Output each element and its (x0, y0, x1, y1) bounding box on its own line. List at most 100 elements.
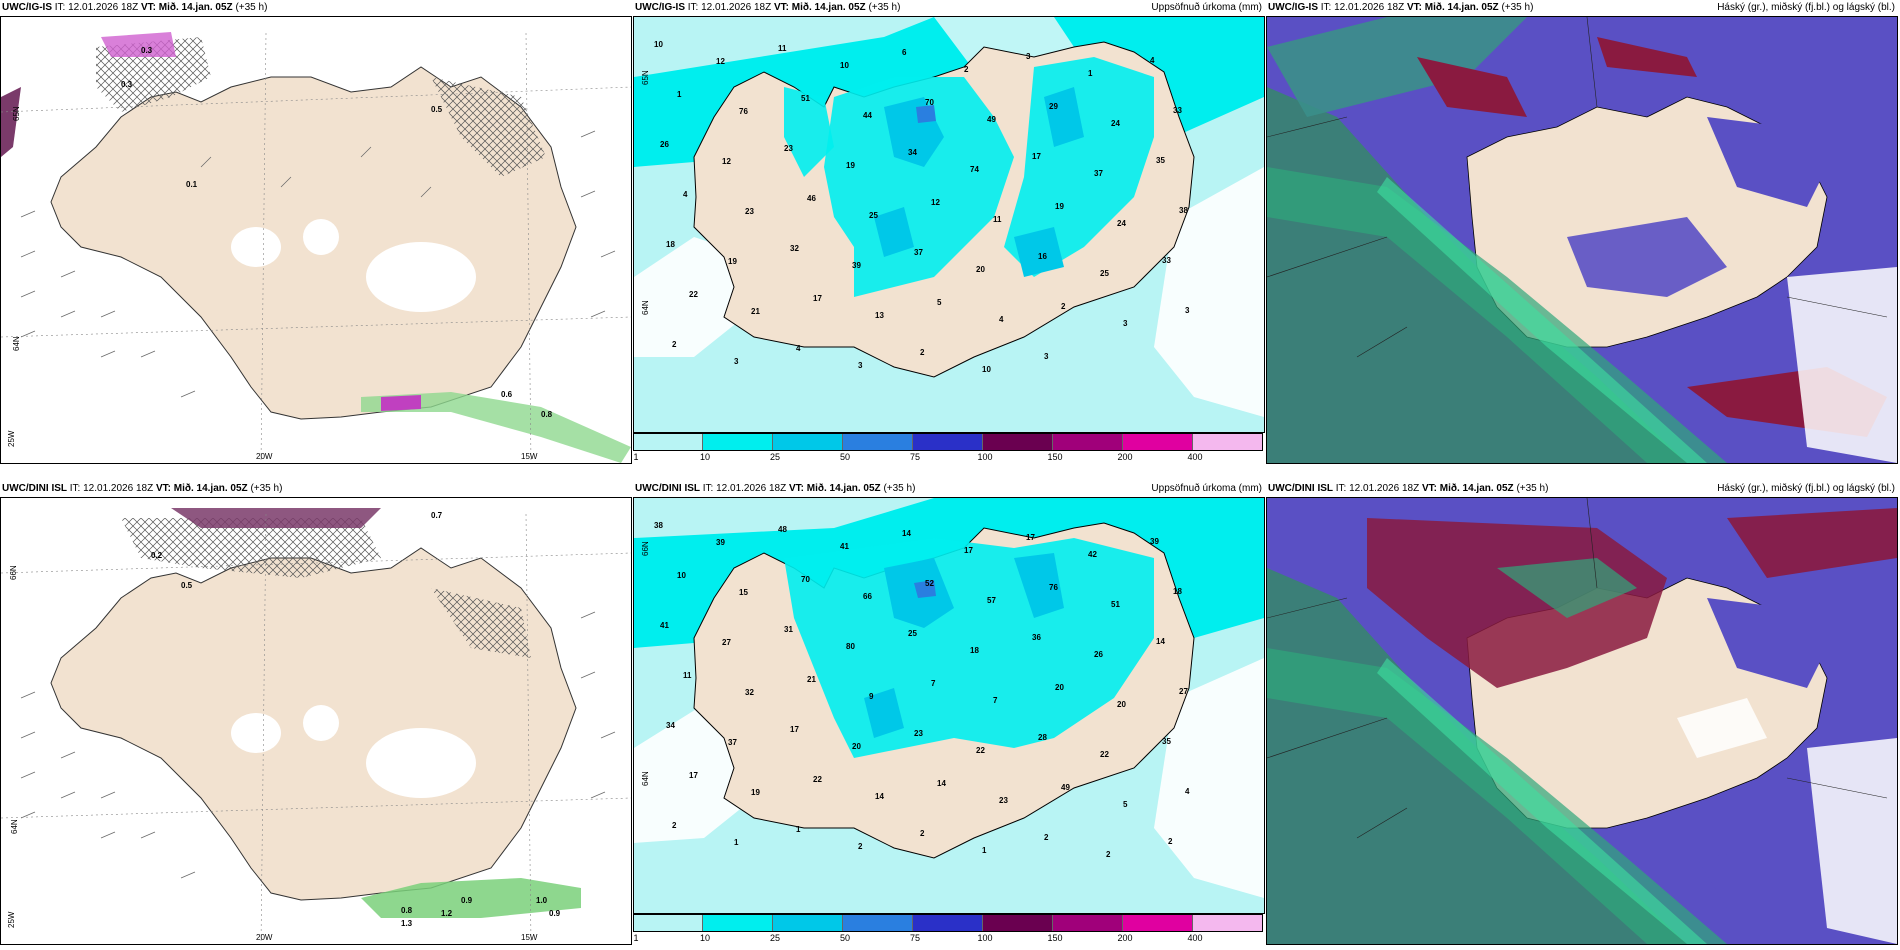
colorbar-seg (1123, 914, 1193, 932)
panel-header: UWC/IG-IS IT: 12.01.2026 18Z VT: Mið. 14… (1266, 0, 1898, 16)
precip-value: 2 (672, 821, 677, 830)
precip-value: 23 (914, 729, 923, 738)
valid-time: Mið. 14.jan. 05Z (791, 2, 866, 13)
colorbar-seg (983, 914, 1053, 932)
init-time: 12.01.2026 18Z (1334, 2, 1405, 13)
boundary-lines (1267, 498, 1888, 839)
wind-map-svg: 66N 64N 25W 20W 15W 0.2 0.7 0.5 0.8 0.9 … (1, 508, 631, 944)
colorbar-seg (913, 433, 983, 451)
precip-value: 14 (875, 792, 884, 801)
map-wind-ig: 65N 64N 25W 20W 15W 0.3 0.3 0.5 0.1 0.6 … (0, 16, 632, 464)
precip-value: 20 (1117, 700, 1126, 709)
wind-map-svg: 65N 64N 25W 20W 15W 0.3 0.3 0.5 0.1 0.6 … (1, 32, 631, 463)
lat-label: 64N (641, 300, 650, 315)
precip-value: 10 (982, 365, 991, 374)
precip-value: 51 (801, 94, 810, 103)
precip-value: 33 (1173, 106, 1182, 115)
precip-value: 46 (807, 194, 816, 203)
precip-value: 21 (751, 307, 760, 316)
init-time: 12.01.2026 18Z (716, 483, 787, 494)
value-label: 0.7 (431, 511, 443, 520)
precip-value: 15 (739, 588, 748, 597)
precip-value: 74 (970, 165, 979, 174)
glacier-white (231, 713, 281, 753)
precip-value: 2 (858, 842, 863, 851)
value-label: 0.6 (501, 390, 513, 399)
precip-value: 17 (790, 725, 799, 734)
it-label: IT: (1320, 2, 1332, 13)
precip-patch (361, 878, 581, 918)
lon-label: 20W (256, 452, 273, 461)
precip-value: 19 (1055, 202, 1064, 211)
lat-label: 64N (10, 819, 19, 834)
colorbar-seg (633, 433, 703, 451)
precip-value: 11 (778, 44, 787, 53)
model-name: UWC/IG-IS (635, 2, 685, 13)
precip-value: 3 (858, 361, 863, 370)
precip-colorbar: 1 10 25 50 75 100 150 200 400 (633, 914, 1263, 943)
precip-value: 39 (716, 538, 725, 547)
it-label: IT: (702, 483, 714, 494)
precip-value: 26 (660, 140, 669, 149)
vt-label: VT: (155, 483, 171, 494)
colorbar-seg (773, 914, 843, 932)
glacier-white (303, 219, 339, 255)
precip-value: 26 (1094, 650, 1103, 659)
precip-value: 22 (1100, 750, 1109, 759)
value-label: 1.0 (536, 896, 548, 905)
colorbar-seg (843, 433, 913, 451)
precip-value: 34 (666, 721, 675, 730)
panel-dini-wind: UWC/DINI ISL IT: 12.01.2026 18Z VT: Mið.… (0, 481, 632, 945)
precip-value: 3 (1185, 306, 1190, 315)
precip-value: 7 (931, 679, 936, 688)
value-label: 0.2 (151, 551, 163, 560)
init-time: 12.01.2026 18Z (68, 2, 139, 13)
model-name: UWC/DINI ISL (2, 483, 67, 494)
vt-label: VT: (1421, 483, 1437, 494)
precip-value: 20 (852, 742, 861, 751)
lead-time: (+35 h) (883, 483, 916, 494)
precip-value: 2 (1044, 833, 1049, 842)
precip-patch (1, 87, 21, 157)
valid-time: Mið. 14.jan. 05Z (806, 483, 881, 494)
precip-value: 2 (920, 348, 925, 357)
lon-label: 25W (7, 430, 16, 447)
precip-value: 2 (1106, 850, 1111, 859)
colorbar-label: 75 (909, 452, 921, 462)
precip-value: 2 (920, 829, 925, 838)
valid-time: Mið. 14.jan. 05Z (158, 2, 233, 13)
precip-value: 24 (1111, 119, 1120, 128)
precip-value: 4 (1150, 56, 1155, 65)
precip-values: 1012111062314176514470492924332612231934… (654, 40, 1190, 374)
precip-value: 27 (722, 638, 731, 647)
precip-value: 38 (654, 521, 663, 530)
precip-value: 2 (1061, 302, 1066, 311)
wind-barbs (20, 130, 616, 398)
map-precip-dini: 66N 64N 38 39 48 41 14 17 17 42 39 10 15 70 66 52 57 76… (633, 497, 1265, 914)
precip-value: 66 (863, 592, 872, 601)
panel-title: Uppsöfnuð úrkoma (mm) (1151, 2, 1262, 13)
precip-value: 13 (875, 311, 884, 320)
colorbar-label: 10 (699, 452, 711, 462)
value-label: 0.3 (121, 80, 133, 89)
precip-patch (171, 508, 381, 528)
colorbar-seg (1053, 914, 1123, 932)
valid-time: Mið. 14.jan. 05Z (1439, 483, 1514, 494)
precip-value: 41 (840, 542, 849, 551)
precip-value: 2 (1168, 837, 1173, 846)
precip-value: 28 (1038, 733, 1047, 742)
lat-label: 66N (9, 565, 18, 580)
precip-value: 22 (689, 290, 698, 299)
precip-value: 1 (734, 838, 739, 847)
value-label: 0.1 (186, 180, 198, 189)
precip-value: 12 (931, 198, 940, 207)
precip-value: 3 (734, 357, 739, 366)
colorbar-label: 100 (977, 452, 993, 462)
vt-label: VT: (788, 483, 804, 494)
value-label: 0.8 (401, 906, 413, 915)
value-label: 1.2 (441, 909, 453, 918)
colorbar-seg (843, 914, 913, 932)
precip-value: 4 (796, 344, 801, 353)
cloud-map-svg (1267, 498, 1897, 944)
precip-value: 25 (908, 629, 917, 638)
